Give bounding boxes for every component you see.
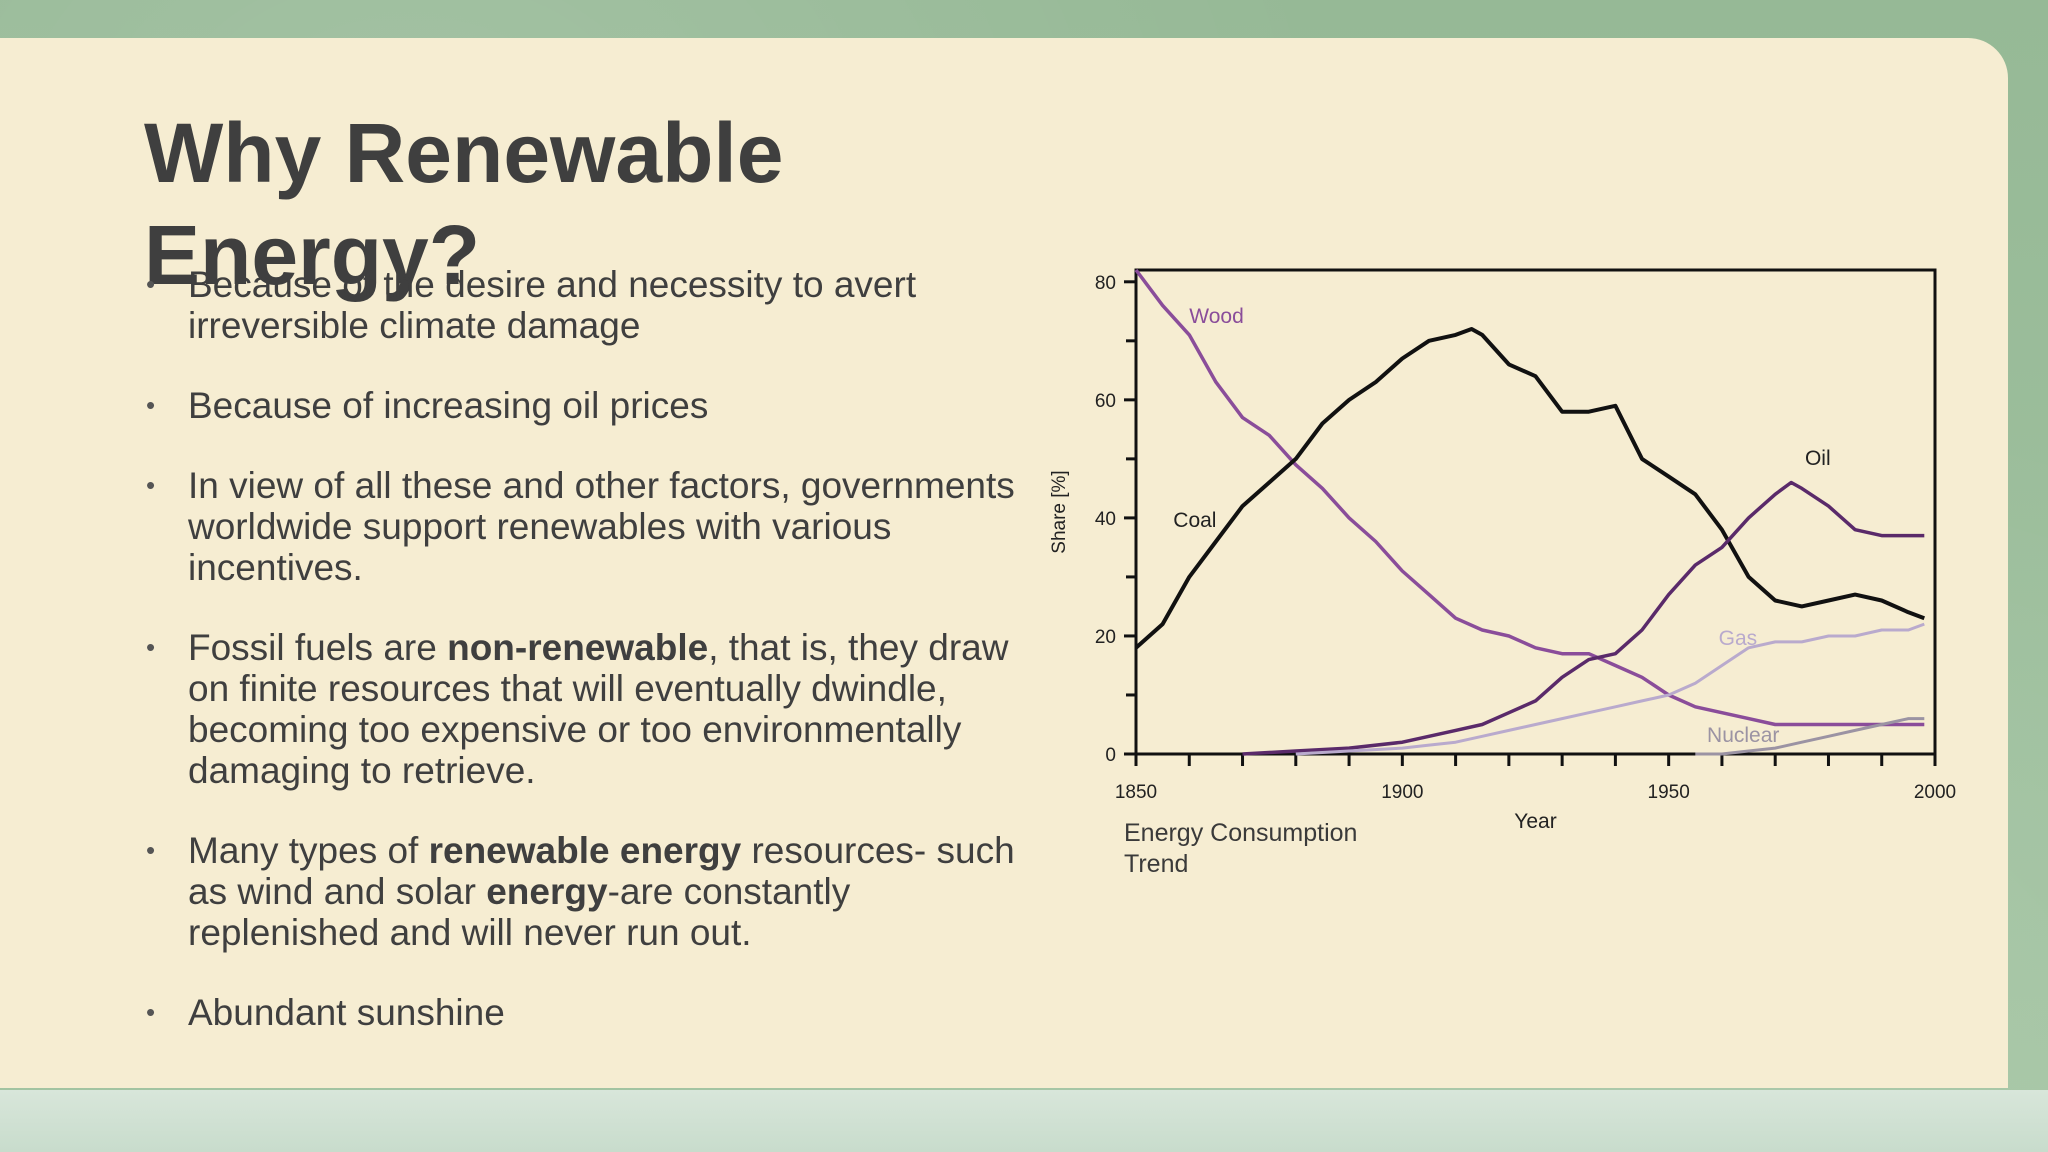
chart-caption: Energy Consumption Trend xyxy=(1124,819,1358,878)
x-tick-label: 2000 xyxy=(1914,782,1956,803)
bullet-item: In view of all these and other factors, … xyxy=(146,465,1026,588)
bullet-item: Because of increasing oil prices xyxy=(146,385,1026,426)
energy-chart: 0 20 40 60 80 1850 1900 1950 2000 Year Share [%] Wo… xyxy=(1040,256,1970,836)
bullet-bold-text: non-renewable xyxy=(447,627,709,668)
y-tick-label: 0 xyxy=(1105,745,1116,766)
x-tick-label: 1850 xyxy=(1115,782,1157,803)
series-line-wood xyxy=(1134,268,1925,727)
bullet-list: Because of the desire and necessity to a… xyxy=(146,264,1026,1072)
bullet-item: Abundant sunshine xyxy=(146,992,1026,1033)
series-label-nuclear: Nuclear xyxy=(1707,724,1779,747)
series-line-nuclear xyxy=(1695,717,1925,756)
bullet-text: Because of the desire and necessity to a… xyxy=(188,264,917,346)
bullet-item: Fossil fuels are non-renewable, that is,… xyxy=(146,627,1026,791)
series-label-wood: Wood xyxy=(1189,305,1243,328)
bullet-text: Because of increasing oil prices xyxy=(188,385,709,426)
bottom-band xyxy=(0,1090,2048,1152)
y-tick-label: 60 xyxy=(1095,391,1116,412)
y-axis-label: Share [%] xyxy=(1049,470,1070,553)
bullet-bold-text: renewable energy xyxy=(428,830,742,871)
series-label-coal: Coal xyxy=(1173,509,1216,532)
bullet-text: Fossil fuels are xyxy=(188,627,448,668)
series-line-oil xyxy=(1242,480,1925,756)
y-tick-label: 80 xyxy=(1095,273,1116,294)
bullet-text: , that is, they draw on finite resources… xyxy=(188,627,1009,791)
series-label-oil: Oil xyxy=(1805,447,1831,470)
bullet-item: Because of the desire and necessity to a… xyxy=(146,264,1026,346)
bullet-item: Many types of renewable energy resources… xyxy=(146,830,1026,953)
bullet-text: Many types of xyxy=(188,830,429,871)
bullet-text: Abundant sunshine xyxy=(188,992,505,1033)
y-tick-label: 40 xyxy=(1095,509,1116,530)
bullet-bold-text: energy xyxy=(486,871,608,912)
series-line-gas xyxy=(1295,622,1925,756)
plot-frame xyxy=(1134,268,1937,756)
series-label-gas: Gas xyxy=(1719,627,1758,650)
x-tick-label: 1950 xyxy=(1648,782,1690,803)
y-tick-label: 20 xyxy=(1095,627,1116,648)
series-line-coal xyxy=(1134,327,1925,650)
x-axis-label: Year xyxy=(1514,810,1556,833)
x-tick-label: 1900 xyxy=(1381,782,1423,803)
bullet-text: resources- such as wind and solar xyxy=(188,830,1015,912)
bullet-text: In view of all these and other factors, … xyxy=(188,465,1015,588)
bullet-text: -are constantly replenished and will nev… xyxy=(188,871,851,953)
chart-svg: 0 20 40 60 80 1850 1900 1950 2000 Year Share [%] Wo… xyxy=(1049,268,1956,833)
